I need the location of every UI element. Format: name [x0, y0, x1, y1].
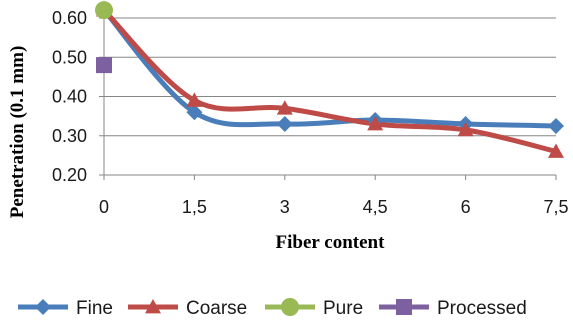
- data-point-coarse: [367, 115, 384, 131]
- axes: [99, 17, 557, 180]
- gridlines: [104, 17, 556, 137]
- y-tick-labels: 0.20 0.30 0.40 0.50 0.60: [52, 8, 87, 185]
- legend: Fine Coarse Pure Processed: [18, 298, 527, 319]
- x-tick-label: 4,5: [363, 197, 388, 217]
- data-point-coarse: [186, 92, 203, 107]
- data-point-fine: [186, 104, 203, 121]
- data-point-fine: [276, 115, 293, 132]
- y-tick-label: 0.20: [52, 165, 87, 185]
- legend-label-pure: Pure: [323, 298, 363, 319]
- data-point-fine: [548, 117, 564, 134]
- y-tick-label: 0.50: [52, 47, 87, 67]
- data-point-processed: [96, 57, 112, 74]
- data-point-coarse: [548, 143, 564, 158]
- legend-label-processed: Processed: [437, 298, 527, 319]
- legend-marker-fine: [35, 299, 51, 315]
- legend-label-fine: Fine: [76, 298, 113, 319]
- series-markers: [95, 1, 564, 158]
- x-tick-label: 1,5: [182, 197, 207, 217]
- series-line-coarse: [101, 7, 559, 154]
- x-tick-label: 0: [99, 197, 109, 217]
- data-point-coarse: [457, 121, 474, 137]
- legend-marker-pure: [281, 298, 299, 316]
- legend-marker-processed: [396, 299, 412, 315]
- y-tick-label: 0.40: [52, 87, 87, 107]
- y-axis-title: Penetration (0.1 mm): [7, 46, 28, 219]
- x-axis-title: Fiber content: [276, 232, 386, 253]
- x-tick-label: 7,5: [543, 197, 568, 217]
- y-tick-label: 0.60: [52, 8, 87, 28]
- y-tick-label: 0.30: [52, 126, 87, 146]
- x-tick-label: 6: [461, 197, 471, 217]
- data-point-coarse: [276, 100, 293, 115]
- x-tick-labels: 0 1,5 3 4,5 6 7,5: [99, 197, 569, 217]
- legend-label-coarse: Coarse: [186, 298, 247, 319]
- series-lines: [101, 7, 559, 154]
- data-point-pure: [95, 1, 113, 20]
- series-line-fine: [101, 7, 559, 129]
- x-tick-label: 3: [280, 197, 290, 217]
- legend-marker-coarse: [145, 299, 161, 314]
